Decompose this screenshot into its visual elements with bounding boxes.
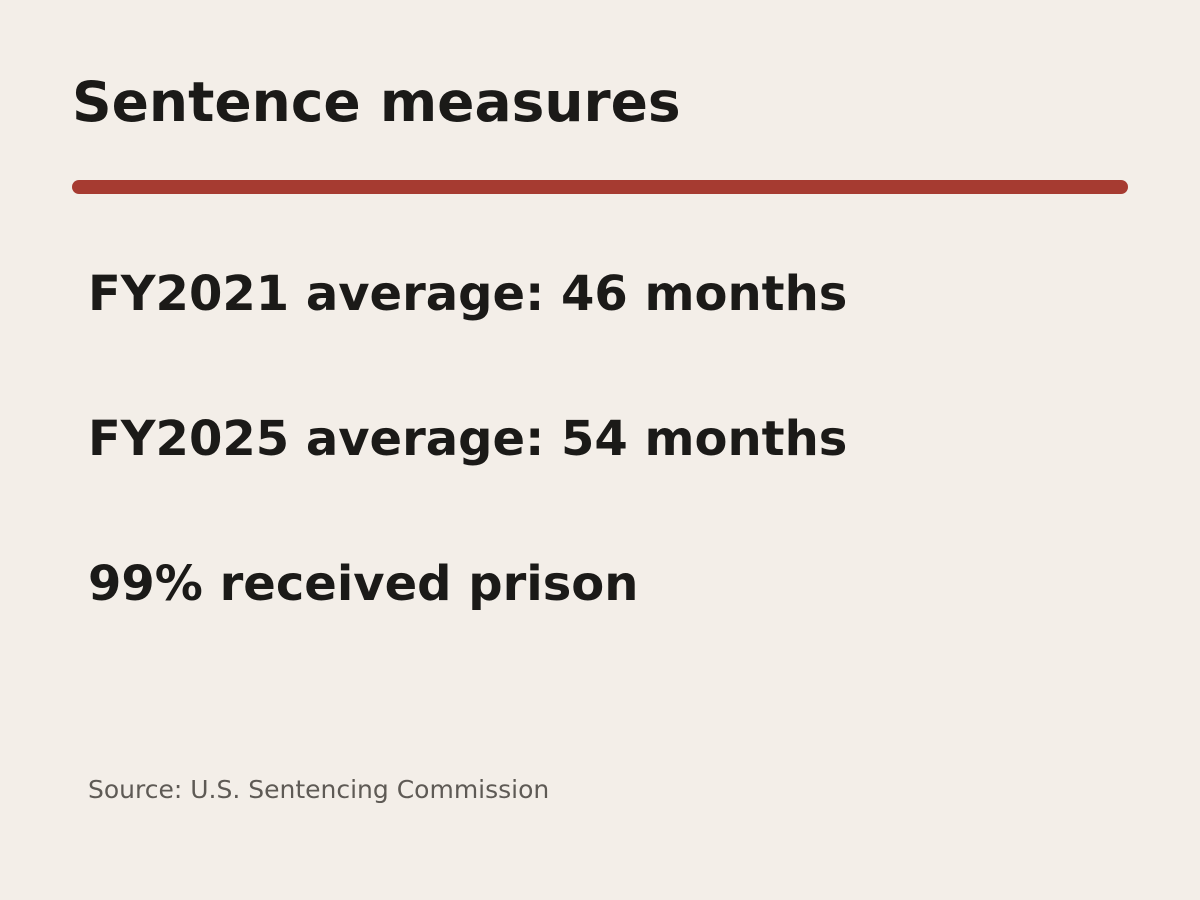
slide-title: Sentence measures: [72, 70, 681, 134]
source-note: Source: U.S. Sentencing Commission: [88, 775, 550, 804]
measure-prison-rate: 99% received prison: [88, 556, 639, 612]
measure-fy2025-average: FY2025 average: 54 months: [88, 411, 848, 467]
measure-fy2021-average: FY2021 average: 46 months: [88, 266, 848, 322]
accent-divider: [72, 180, 1128, 194]
